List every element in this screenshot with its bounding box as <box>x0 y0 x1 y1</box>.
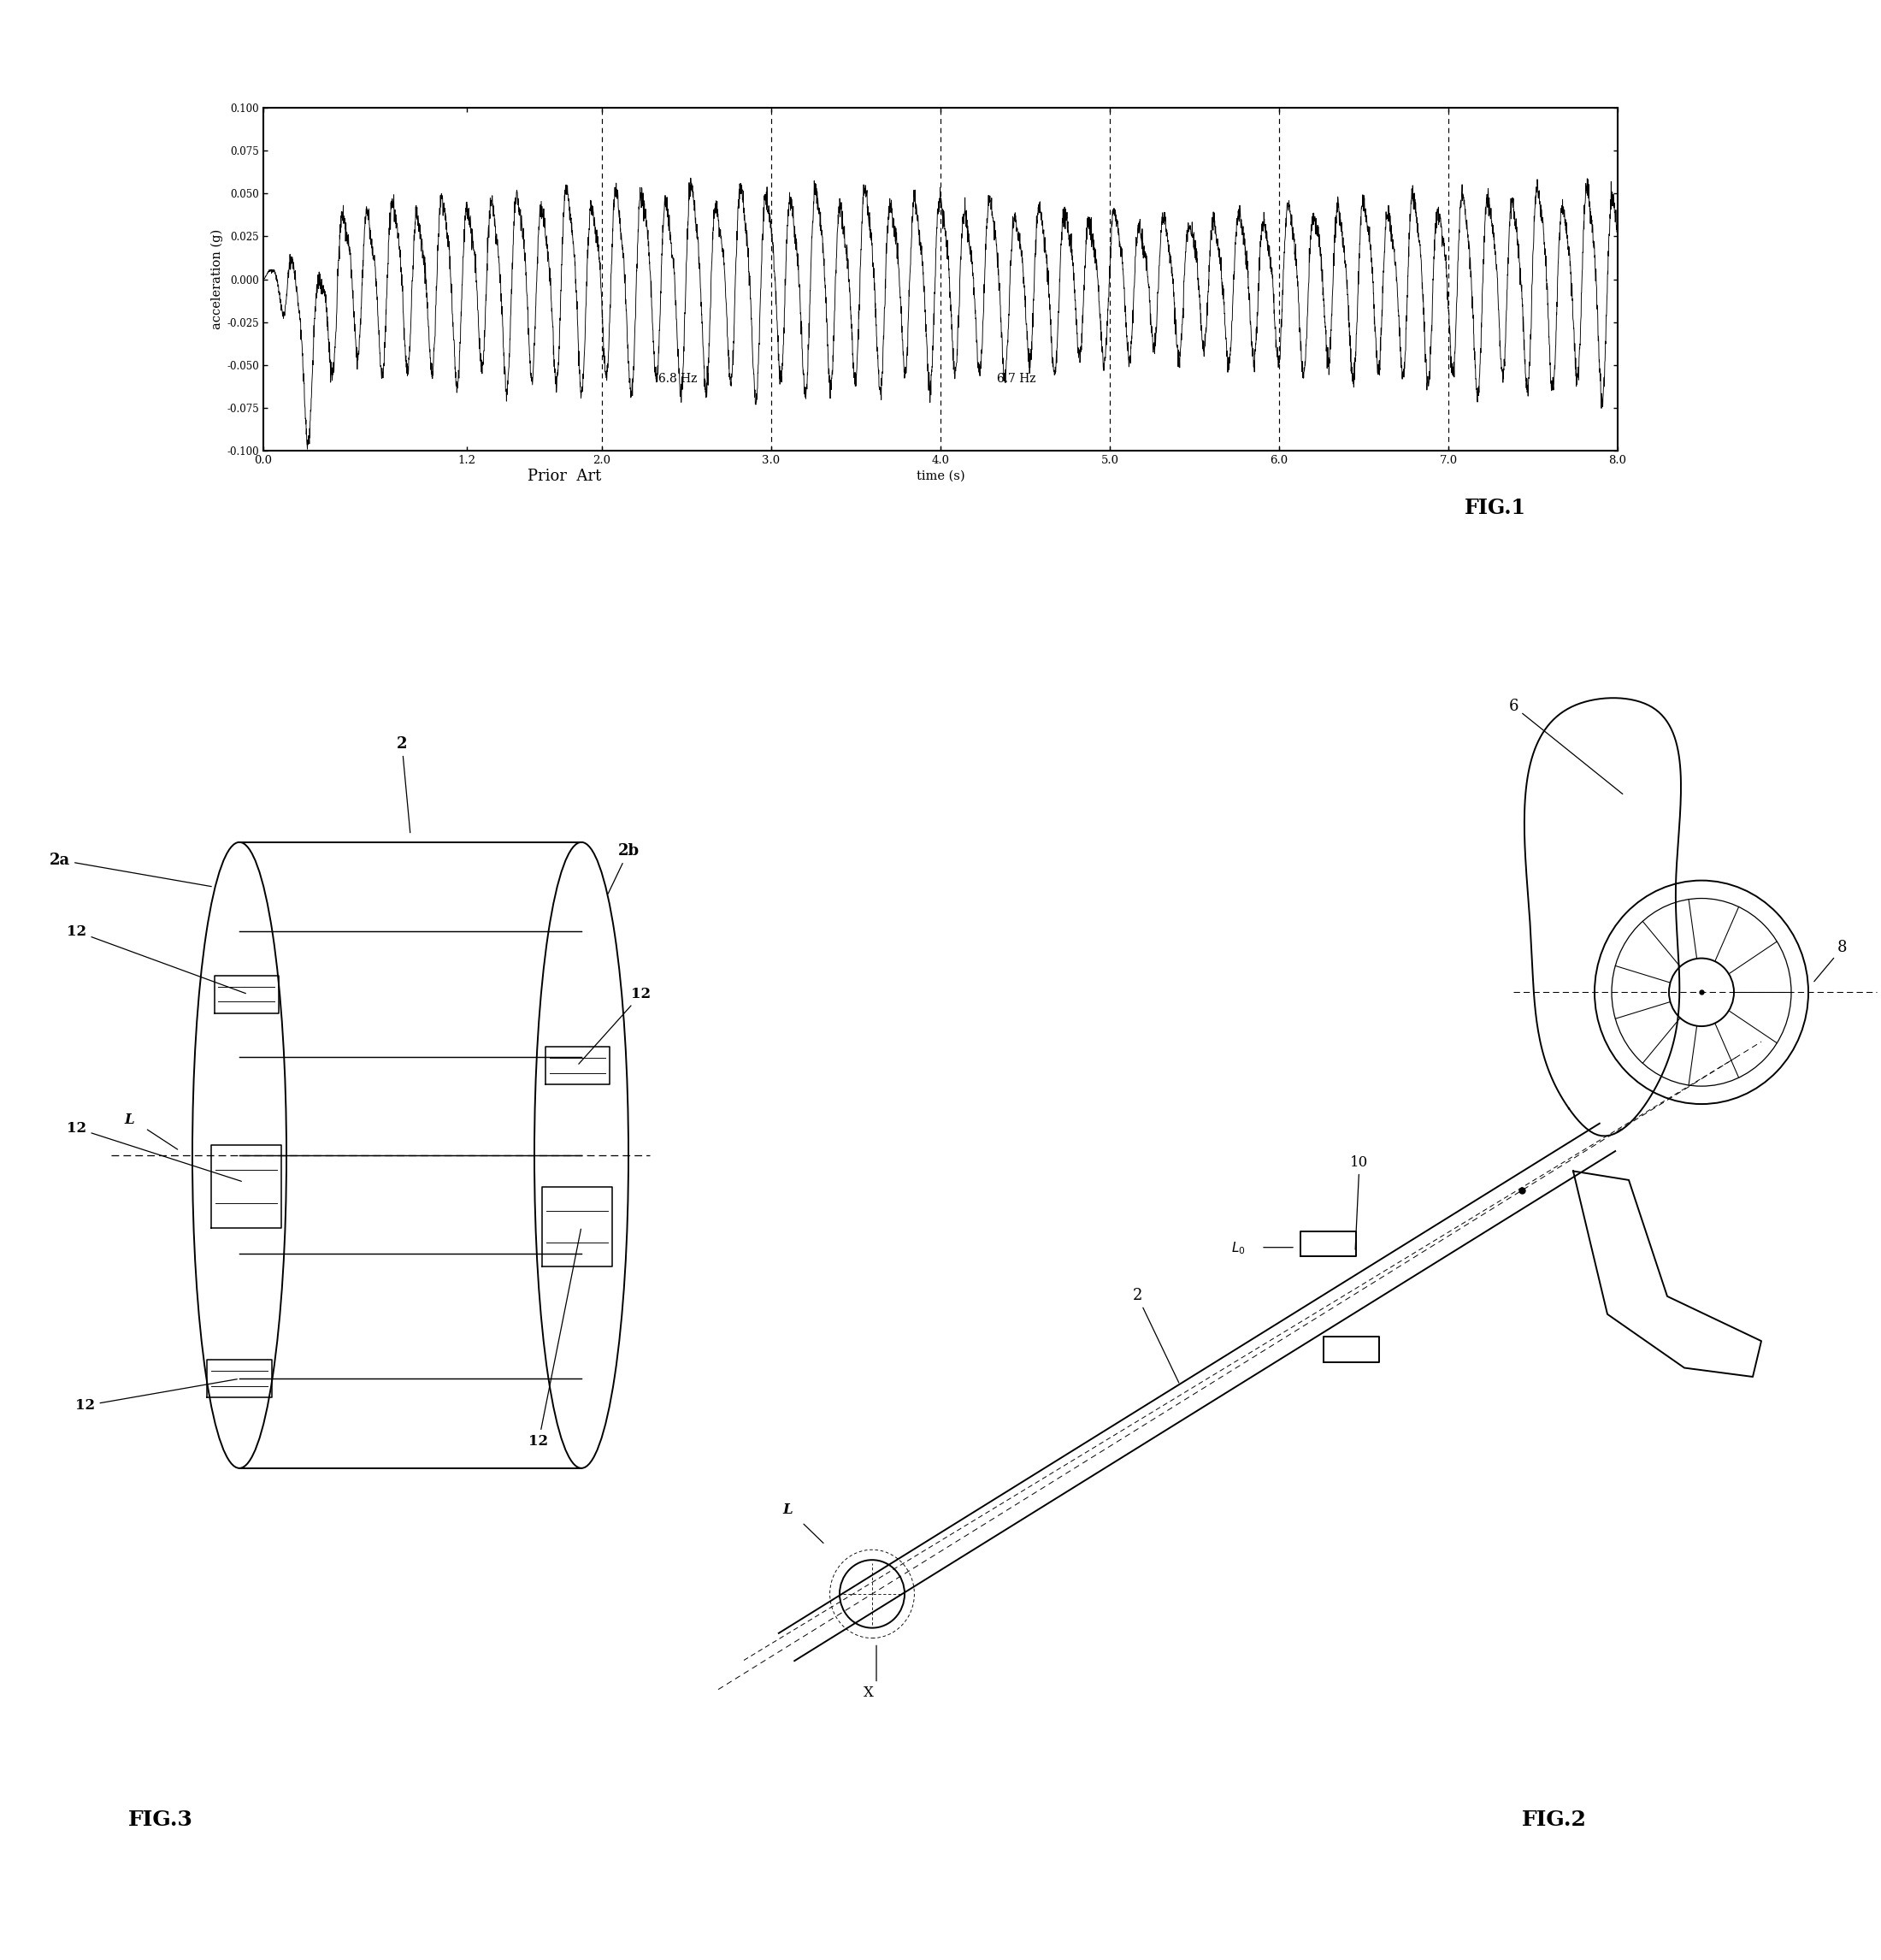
Text: L: L <box>124 1113 134 1127</box>
Text: FIG.2: FIG.2 <box>1522 1809 1588 1831</box>
Text: Prior  Art: Prior Art <box>527 468 602 484</box>
Text: 2: 2 <box>1132 1288 1179 1382</box>
Text: 2: 2 <box>397 737 410 833</box>
Text: 6.8 Hz: 6.8 Hz <box>658 372 698 384</box>
Circle shape <box>1668 958 1734 1027</box>
Text: 8: 8 <box>1813 941 1847 982</box>
Text: 6.7 Hz: 6.7 Hz <box>997 372 1036 384</box>
X-axis label: time (s): time (s) <box>916 470 965 482</box>
Y-axis label: acceleration (g): acceleration (g) <box>211 229 224 329</box>
Text: 12: 12 <box>75 1380 237 1413</box>
Text: FIG.3: FIG.3 <box>128 1809 194 1831</box>
Text: 2a: 2a <box>49 853 211 886</box>
Text: 12: 12 <box>68 925 246 994</box>
Text: L: L <box>782 1501 792 1517</box>
Text: 12: 12 <box>68 1121 241 1182</box>
Text: $\mathit{L}_0$: $\mathit{L}_0$ <box>1232 1241 1245 1256</box>
Text: 2b: 2b <box>608 843 640 894</box>
Text: 10: 10 <box>1351 1154 1369 1249</box>
Text: FIG.1: FIG.1 <box>1465 498 1525 517</box>
Text: 6: 6 <box>1509 698 1623 794</box>
Text: X: X <box>863 1686 873 1699</box>
Text: 12: 12 <box>529 1229 581 1448</box>
Text: 12: 12 <box>579 988 651 1064</box>
